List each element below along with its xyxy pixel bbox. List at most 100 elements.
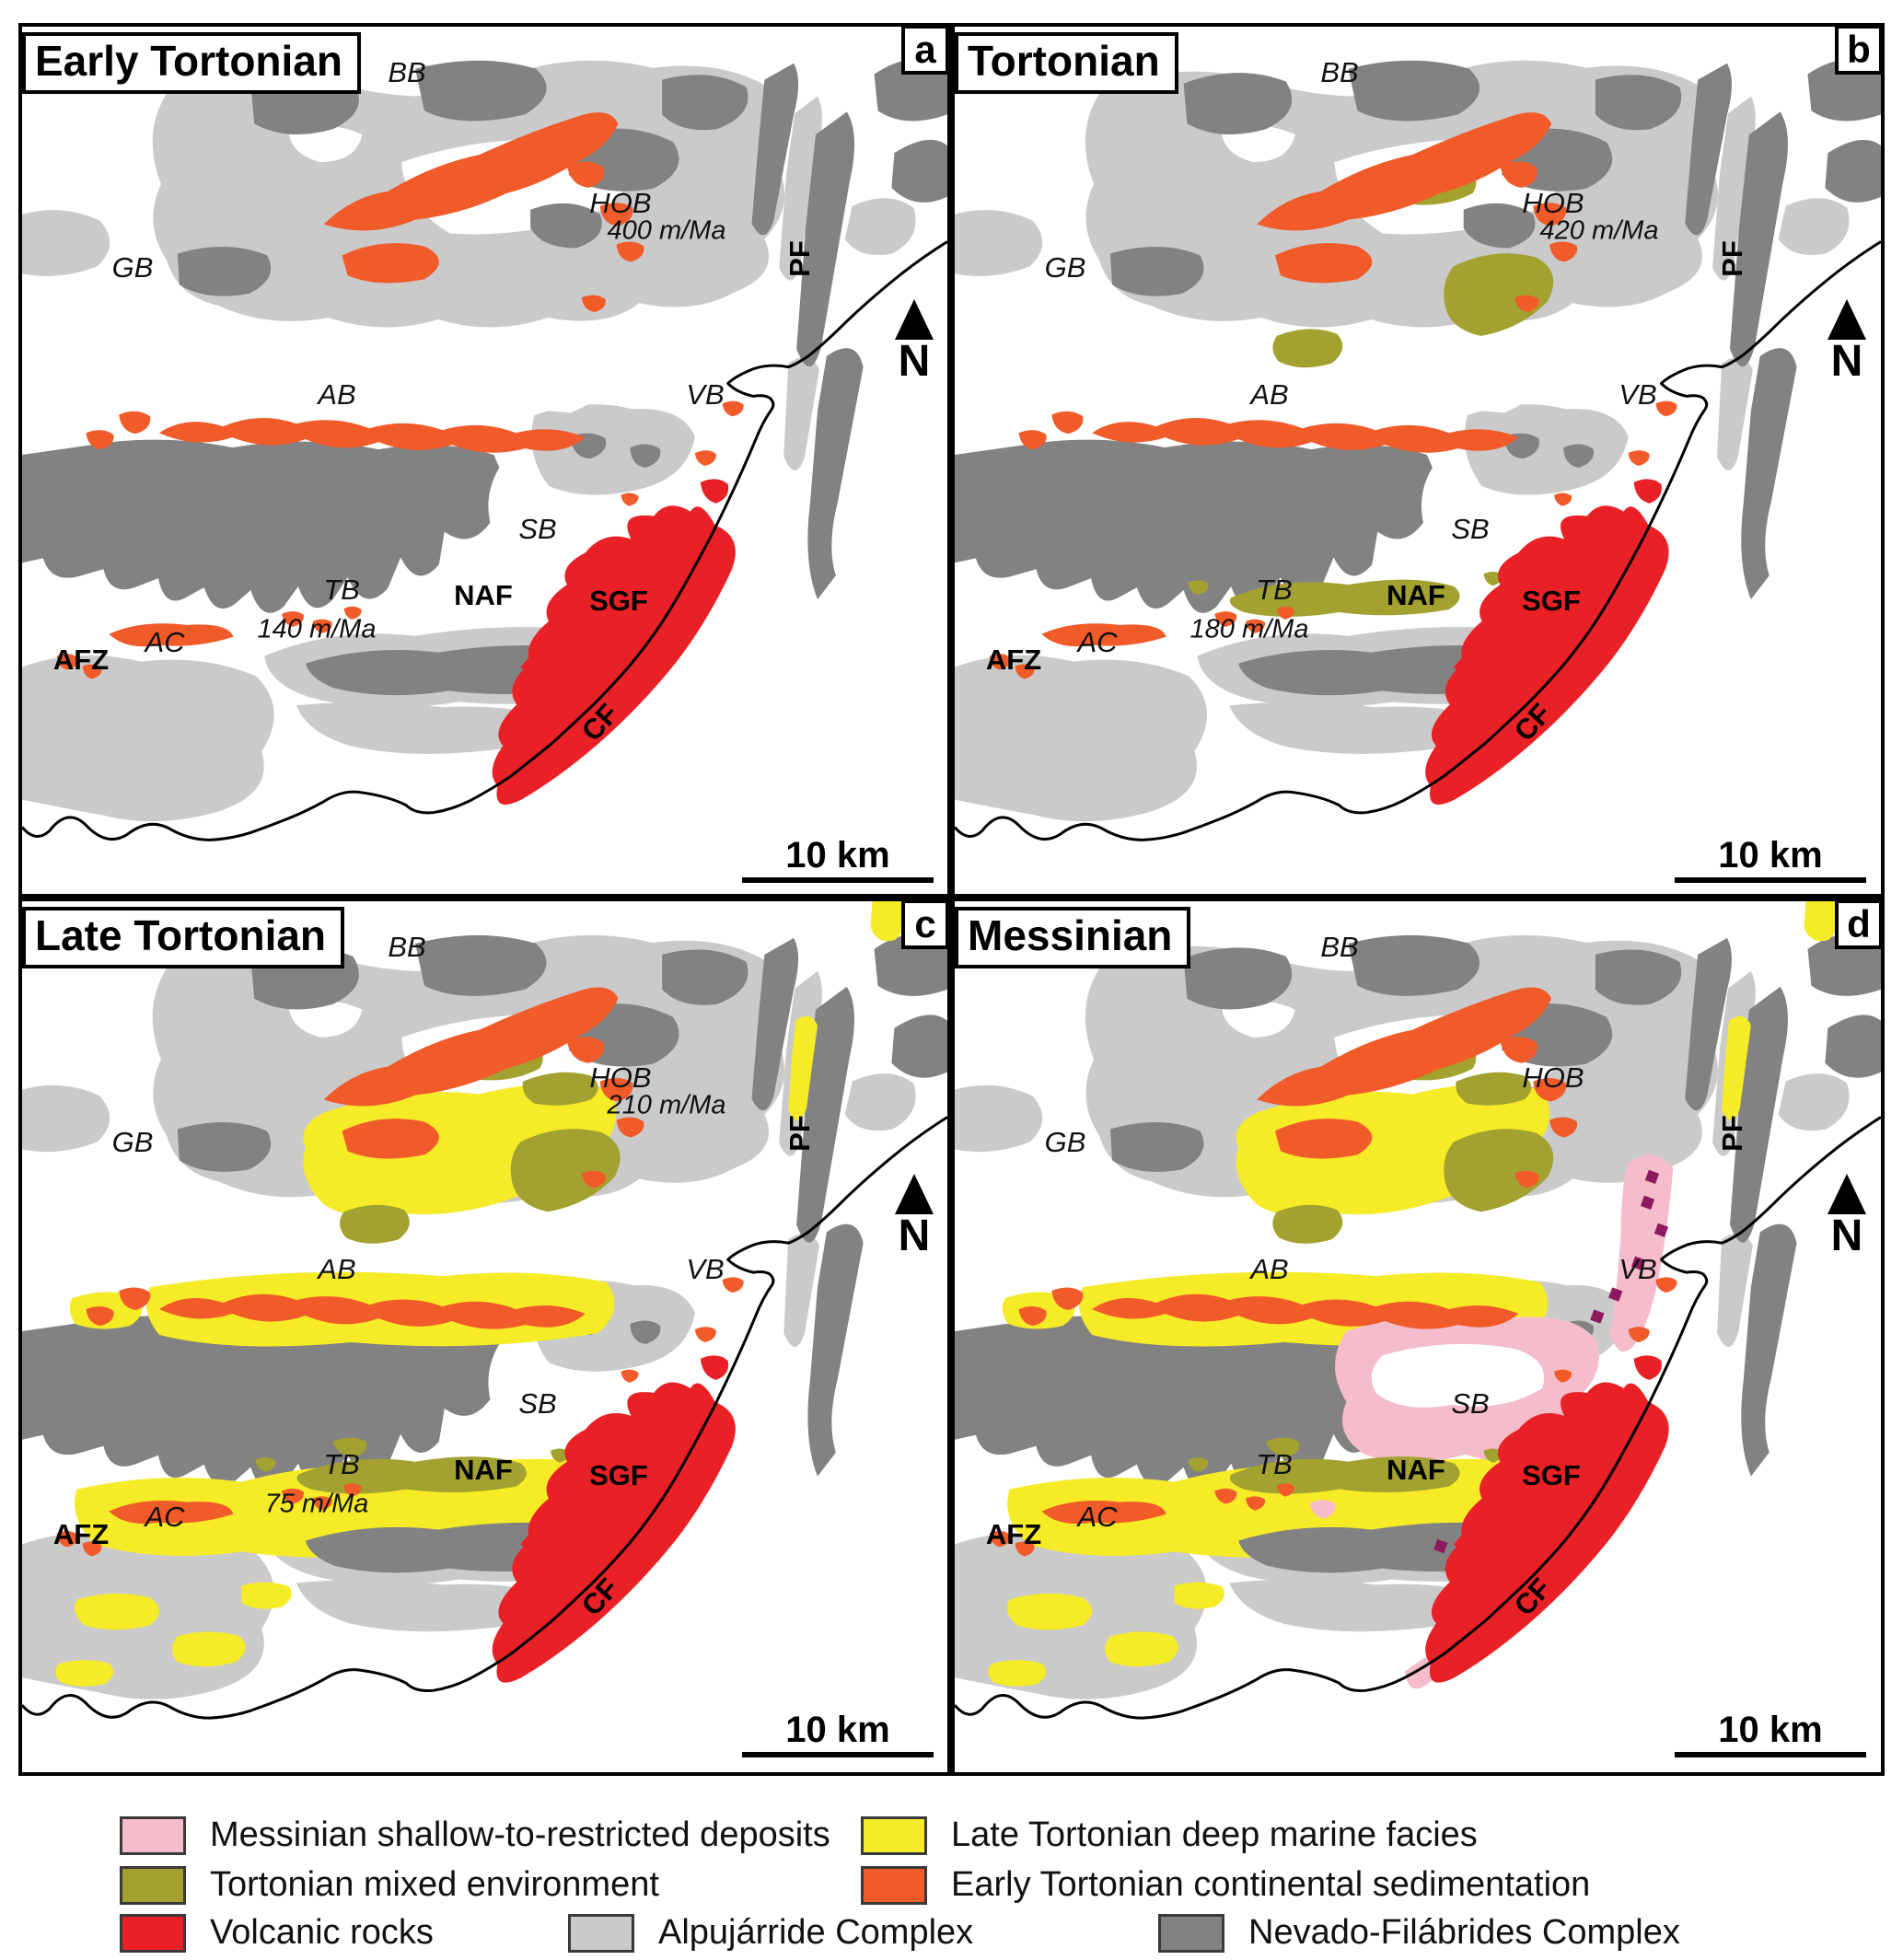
label-basin-tb: TB (323, 1448, 360, 1480)
legend-item-early-tortonian: Early Tortonian continental sedimentatio… (861, 1865, 1590, 1905)
map-svg-b (955, 27, 1881, 894)
map-svg-d (955, 901, 1881, 1772)
label-fault-sgf: SGF (1522, 585, 1581, 617)
panel-letter: d (1847, 902, 1871, 945)
label-fault-pf: PF (783, 1115, 816, 1152)
label-basin-sb: SB (518, 1387, 557, 1420)
label-basin-gb: GB (111, 1126, 154, 1158)
legend-item-late-tortonian: Late Tortonian deep marine facies (861, 1815, 1478, 1855)
map-panel-d: Messinian d BB GB AB HOB VB SB TB AC PF … (951, 898, 1885, 1776)
scale-bar-label: 10 km (785, 1710, 890, 1750)
legend-item-volcanic: Volcanic rocks (120, 1913, 434, 1953)
panel-title-text: Tortonian (968, 37, 1160, 85)
legend-item-tortonian-mixed: Tortonian mixed environment (120, 1865, 659, 1905)
label-fault-pf: PF (783, 240, 816, 277)
label-fault-naf: NAF (1387, 579, 1445, 611)
legend-swatch-volcanic (120, 1913, 186, 1953)
panel-letter: c (914, 902, 936, 945)
label-basin-ab: AB (318, 1253, 356, 1285)
legend-swatch-alpujarride (568, 1913, 634, 1953)
legend-item-nevado: Nevado-Filábrides Complex (1158, 1913, 1680, 1953)
label-basin-bb: BB (388, 931, 426, 963)
north-label: N (898, 337, 931, 386)
scale-bar: 10 km (742, 1710, 934, 1757)
label-basin-gb: GB (111, 251, 154, 284)
label-basin-gb: GB (1044, 1126, 1086, 1158)
map-grid: Early Tortonian a BB GB AB HOB VB SB TB … (18, 23, 1885, 1776)
panel-title: Early Tortonian (22, 32, 361, 94)
label-basin-ac: AC (145, 626, 185, 658)
label-basin-ab: AB (1250, 378, 1289, 411)
panel-letter-badge: b (1835, 27, 1881, 75)
label-basin-hob: HOB (589, 1061, 652, 1094)
label-rate-tb: 140 m/Ma (257, 614, 377, 644)
label-basin-hob: HOB (1522, 1061, 1584, 1094)
label-basin-gb: GB (1044, 251, 1086, 284)
label-basin-sb: SB (1451, 1387, 1490, 1420)
label-fault-pf: PF (1716, 240, 1748, 277)
scale-bar-label: 10 km (1718, 1710, 1823, 1750)
panel-letter-badge: a (901, 27, 947, 75)
label-basin-ac: AC (1077, 626, 1118, 658)
panel-title: Messinian (955, 907, 1191, 968)
label-basin-ac: AC (145, 1501, 185, 1533)
legend-label: Late Tortonian deep marine facies (951, 1815, 1478, 1854)
label-basin-hob: HOB (589, 187, 652, 219)
legend-label: Alpujárride Complex (658, 1913, 974, 1952)
label-fault-afz: AFZ (52, 644, 110, 676)
label-fault-sgf: SGF (1522, 1459, 1581, 1491)
panel-letter-badge: d (1835, 901, 1881, 949)
legend-label: Tortonian mixed environment (210, 1865, 659, 1904)
north-arrow: N (1828, 299, 1866, 384)
panel-title: Tortonian (955, 32, 1178, 94)
label-basin-hob: HOB (1522, 187, 1584, 219)
north-arrow-icon (895, 1174, 934, 1214)
panel-title-text: Messinian (968, 911, 1173, 959)
label-basin-vb: VB (1619, 1253, 1657, 1285)
scale-bar-line (1675, 1752, 1866, 1757)
north-arrow: N (895, 299, 934, 384)
legend-label: Nevado-Filábrides Complex (1248, 1913, 1680, 1952)
label-rate-hob: 420 m/Ma (1539, 215, 1659, 246)
scale-bar: 10 km (1675, 835, 1866, 883)
label-basin-vb: VB (686, 378, 725, 411)
legend-label: Messinian shallow-to-restricted deposits (210, 1815, 830, 1854)
label-fault-naf: NAF (1387, 1454, 1445, 1486)
scale-bar-line (1675, 877, 1866, 883)
scale-bar: 10 km (1675, 1710, 1866, 1757)
north-arrow-icon (895, 299, 934, 340)
label-basin-ab: AB (1250, 1253, 1289, 1285)
panel-title: Late Tortonian (22, 907, 345, 968)
legend-item-messinian: Messinian shallow-to-restricted deposits (120, 1815, 830, 1855)
map-panel-c: Late Tortonian c BB GB AB HOB VB SB TB A… (18, 898, 951, 1776)
label-fault-afz: AFZ (985, 1518, 1042, 1550)
label-rate-hob: 210 m/Ma (607, 1090, 726, 1120)
label-fault-afz: AFZ (985, 644, 1042, 676)
label-basin-ac: AC (1077, 1501, 1118, 1533)
north-arrow-icon (1828, 1174, 1866, 1214)
panel-letter: a (914, 28, 936, 71)
label-fault-pf: PF (1716, 1115, 1748, 1152)
scale-bar-label: 10 km (1718, 835, 1823, 876)
north-arrow-icon (1828, 299, 1866, 340)
scale-bar-line (742, 1752, 934, 1757)
north-arrow: N (895, 1174, 934, 1258)
label-basin-ab: AB (318, 378, 356, 411)
north-label: N (898, 1212, 931, 1260)
label-basin-vb: VB (1619, 378, 1657, 411)
scale-bar: 10 km (742, 835, 934, 883)
label-basin-vb: VB (686, 1253, 725, 1285)
label-rate-tb: 180 m/Ma (1189, 614, 1309, 644)
map-svg-c (22, 901, 947, 1772)
label-fault-sgf: SGF (589, 585, 648, 617)
label-basin-sb: SB (1451, 513, 1490, 545)
panel-letter-badge: c (901, 901, 947, 949)
label-fault-naf: NAF (454, 1454, 513, 1486)
north-arrow: N (1828, 1174, 1866, 1258)
map-panel-b: Tortonian b BB GB AB HOB VB SB TB AC PF … (951, 23, 1885, 898)
label-basin-tb: TB (1256, 1448, 1293, 1480)
label-basin-bb: BB (1320, 931, 1359, 963)
legend-label: Early Tortonian continental sedimentatio… (951, 1865, 1591, 1904)
legend-item-alpujarride: Alpujárride Complex (568, 1913, 973, 1953)
